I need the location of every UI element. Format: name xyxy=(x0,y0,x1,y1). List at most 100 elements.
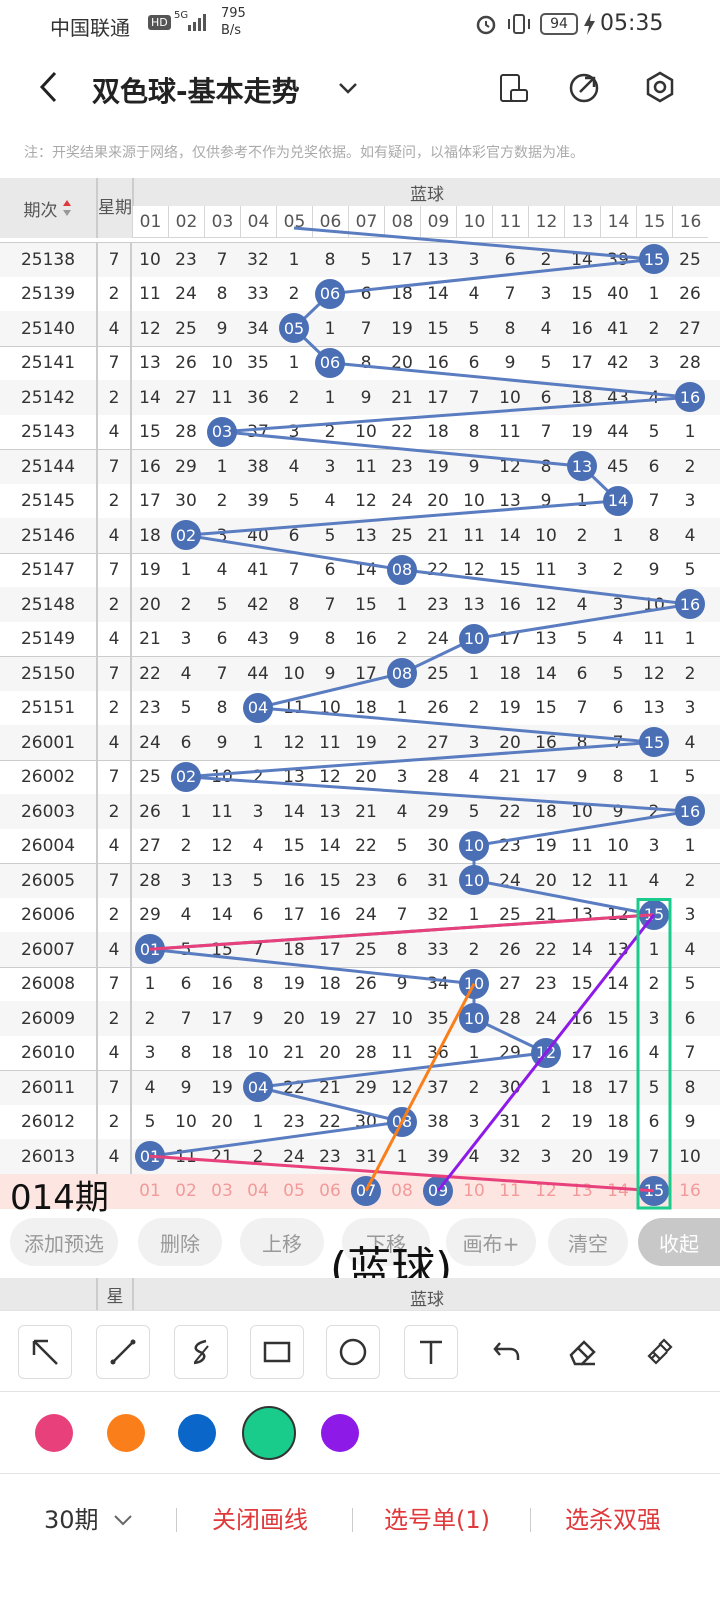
text-tool-icon[interactable] xyxy=(404,1325,458,1379)
table-row[interactable] xyxy=(0,932,720,967)
table-row[interactable] xyxy=(0,311,720,346)
table-row[interactable] xyxy=(0,345,720,381)
omission-cell: 4 xyxy=(468,1146,480,1167)
omission-cell: 14 xyxy=(499,525,521,546)
table-row[interactable] xyxy=(0,656,720,691)
rotate-screen-icon[interactable] xyxy=(496,70,532,110)
omission-cell: 25 xyxy=(355,939,377,960)
back-arrow-icon[interactable] xyxy=(32,70,66,104)
omission-cell: 28 xyxy=(175,422,197,442)
predict-cell[interactable]: 04 xyxy=(247,1181,269,1201)
table-row[interactable] xyxy=(0,518,720,553)
table-row[interactable] xyxy=(0,1035,720,1071)
predict-cell[interactable]: 14 xyxy=(607,1181,629,1201)
omission-cell: 1 xyxy=(468,905,480,925)
line-tool-icon[interactable] xyxy=(96,1325,150,1379)
week-cell: 7 xyxy=(96,863,132,898)
predict-cell[interactable]: 16 xyxy=(679,1181,701,1201)
omission-cell: 44 xyxy=(247,663,269,684)
predict-cell[interactable]: 11 xyxy=(499,1181,521,1201)
predict-cell[interactable]: 06 xyxy=(319,1181,341,1201)
omission-cell: 11 xyxy=(319,732,341,753)
table-row[interactable] xyxy=(0,828,720,864)
blue-swatch[interactable] xyxy=(178,1414,216,1452)
table-row[interactable] xyxy=(0,725,720,760)
circle-tool-icon[interactable] xyxy=(326,1325,380,1379)
predict-cell[interactable]: 08 xyxy=(391,1181,413,1201)
table-row[interactable] xyxy=(0,380,720,415)
eraser-icon[interactable] xyxy=(556,1325,610,1379)
table-row[interactable] xyxy=(0,794,720,829)
close-draw-button[interactable]: 关闭画线 xyxy=(212,1506,308,1534)
periods-selector[interactable]: 30期 xyxy=(44,1500,134,1535)
omission-cell: 11 xyxy=(283,698,305,718)
orange-swatch[interactable] xyxy=(107,1414,145,1452)
drawing-overlay[interactable] xyxy=(0,178,720,1230)
move-down-button[interactable]: 下移 xyxy=(342,1218,430,1266)
table-row[interactable] xyxy=(0,863,720,898)
table-row[interactable] xyxy=(0,1001,720,1036)
omission-cell: 4 xyxy=(684,939,696,960)
omission-cell: 3 xyxy=(540,284,552,304)
arrow-tool-icon[interactable] xyxy=(18,1325,72,1379)
omission-cell: 15 xyxy=(139,422,161,442)
rectangle-tool-icon[interactable] xyxy=(250,1325,304,1379)
blue-ball: 02 xyxy=(171,761,201,792)
move-up-button[interactable]: 上移 xyxy=(240,1218,324,1266)
blue-ball: 05 xyxy=(279,313,309,344)
omission-cell: 2 xyxy=(684,456,696,477)
omission-cell: 5 xyxy=(468,318,480,339)
table-row[interactable] xyxy=(0,690,720,726)
predict-cell[interactable]: 01 xyxy=(139,1181,161,1201)
omission-cell: 11 xyxy=(499,422,521,442)
add-preselect-button[interactable]: 添加预选 xyxy=(10,1218,118,1266)
predict-cell[interactable]: 10 xyxy=(463,1181,485,1201)
week-cell: 2 xyxy=(96,794,132,829)
predict-cell[interactable]: 03 xyxy=(211,1181,233,1201)
freehand-tool-icon[interactable] xyxy=(174,1325,228,1379)
settings-icon[interactable] xyxy=(642,70,678,110)
table-row[interactable] xyxy=(0,621,720,657)
omission-cell: 3 xyxy=(180,870,192,891)
predict-cell[interactable]: 02 xyxy=(175,1181,197,1201)
select-kill-button[interactable]: 选杀双强 xyxy=(565,1506,661,1534)
table-row[interactable] xyxy=(0,552,720,588)
omission-cell: 9 xyxy=(324,663,336,684)
chevron-down-icon[interactable] xyxy=(336,76,360,104)
omission-cell: 2 xyxy=(252,767,264,787)
share-icon[interactable] xyxy=(566,70,602,110)
undo-icon[interactable] xyxy=(480,1325,534,1379)
omission-cell: 30 xyxy=(175,491,197,511)
omission-cell: 6 xyxy=(396,870,408,891)
omission-cell: 10 xyxy=(211,353,233,373)
predict-cell[interactable]: 12 xyxy=(535,1181,557,1201)
omission-cell: 23 xyxy=(139,698,161,718)
green-swatch-selected[interactable] xyxy=(242,1406,296,1460)
omission-cell: 5 xyxy=(684,767,696,787)
canvas-plus-button[interactable]: 画布+ xyxy=(446,1218,536,1266)
omission-cell: 14 xyxy=(607,974,629,994)
omission-cell: 3 xyxy=(216,525,228,546)
predict-cell[interactable]: 05 xyxy=(283,1181,305,1201)
broom-icon[interactable] xyxy=(632,1325,686,1379)
omission-cell: 18 xyxy=(535,801,557,822)
period-header[interactable]: 期次 xyxy=(0,178,96,238)
table-row[interactable] xyxy=(0,1139,720,1174)
purple-swatch[interactable] xyxy=(321,1414,359,1452)
table-row[interactable] xyxy=(0,242,720,277)
column-header: 11 xyxy=(492,206,528,238)
table-row[interactable] xyxy=(0,449,720,484)
pink-swatch[interactable] xyxy=(35,1414,73,1452)
collapse-button[interactable]: 收起 xyxy=(638,1218,720,1266)
carrier-label: 中国联通 xyxy=(50,16,130,40)
select-list-button[interactable]: 选号单(1) xyxy=(384,1506,490,1534)
table-row[interactable] xyxy=(0,276,720,312)
trend-grid: 期次 星期 蓝球 01 02 03 04 05 06 07 08 09 10 11 12 13 14 15 1… xyxy=(0,178,720,1230)
omission-cell: 24 xyxy=(535,1008,557,1029)
omission-cell: 20 xyxy=(319,1043,341,1063)
page-title[interactable]: 双色球-基本走势 xyxy=(92,75,300,108)
omission-cell: 11 xyxy=(535,560,557,580)
omission-cell: 17 xyxy=(571,1043,593,1063)
delete-button[interactable]: 删除 xyxy=(138,1218,222,1266)
clear-button[interactable]: 清空 xyxy=(548,1218,628,1266)
